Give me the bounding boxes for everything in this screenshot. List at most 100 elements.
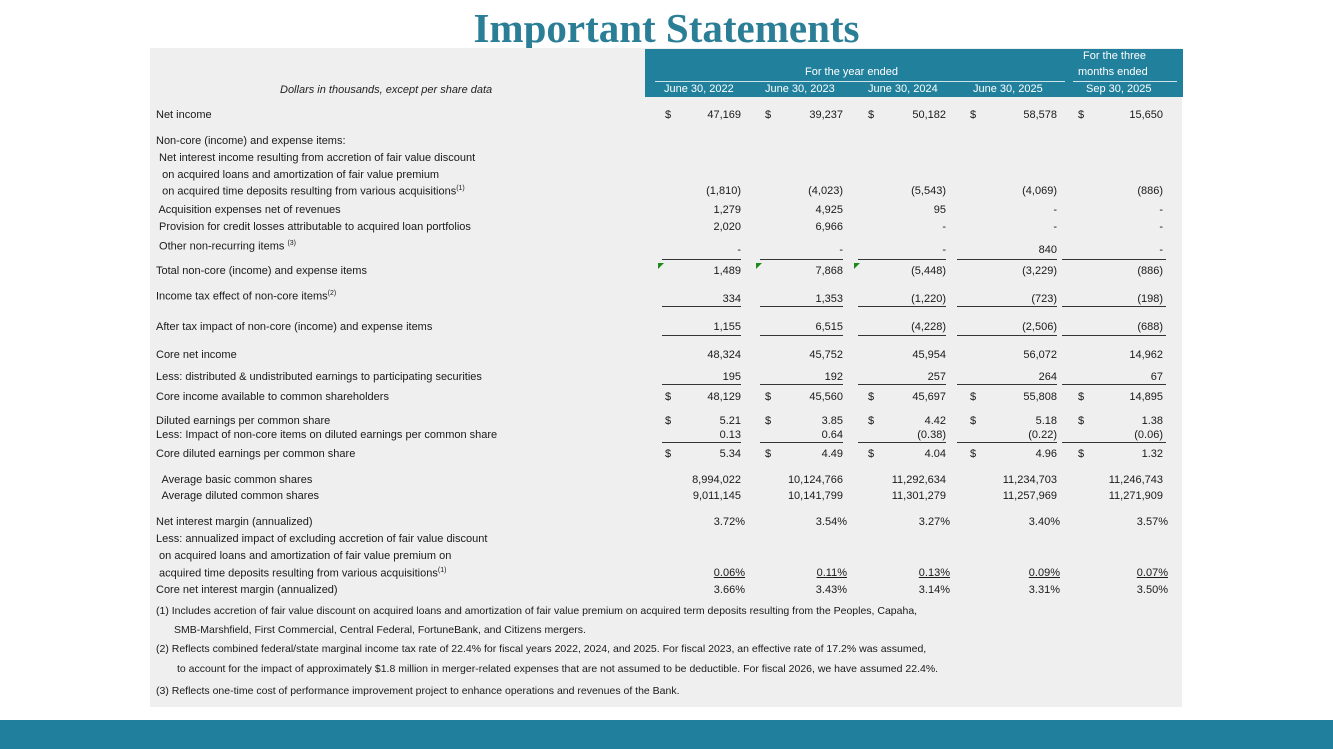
total-rule (1062, 442, 1166, 443)
table-cell: 11,301,279 (891, 490, 946, 502)
total-rule (1062, 259, 1166, 260)
table-cell: (0.22) (1028, 429, 1057, 441)
statement-table-panel (150, 48, 1182, 707)
table-cell: - (839, 244, 843, 256)
table-cell: (4,069) (1022, 185, 1057, 197)
table-cell: 3.27% (918, 516, 950, 528)
footnote: (3) Reflects one-time cost of performanc… (156, 685, 680, 697)
dollar-sign: $ (665, 415, 672, 427)
dollar-sign: $ (765, 109, 772, 121)
header-group-year: For the year ended (805, 66, 898, 78)
table-cell: 3.57% (1136, 516, 1168, 528)
row-label: on acquired time deposits resulting from… (156, 185, 465, 198)
row-label: Average basic common shares (156, 474, 313, 486)
table-cell: 5.18 (1035, 415, 1057, 427)
table-cell: 4,925 (815, 204, 843, 216)
dollar-sign: $ (1078, 109, 1085, 121)
row-label: Non-core (income) and expense items: (156, 135, 346, 147)
table-cell: 39,237 (809, 109, 843, 121)
table-cell: 0.13% (918, 567, 950, 579)
table-cell: 67 (1150, 371, 1163, 383)
table-cell: 11,246,743 (1108, 474, 1163, 486)
table-cell: 257 (927, 371, 946, 383)
total-rule (858, 259, 946, 260)
table-cell: - (942, 221, 946, 233)
total-rule (662, 306, 741, 307)
table-cell: 9,011,145 (692, 490, 741, 502)
total-rule (858, 335, 946, 336)
row-label: Net interest margin (annualized) (156, 516, 313, 528)
page-title: Important Statements (473, 5, 860, 48)
dollar-sign: $ (665, 109, 672, 121)
table-cell: 5.21 (719, 415, 741, 427)
total-rule (662, 384, 741, 385)
table-cell: - (1053, 204, 1057, 216)
table-cell: 4.04 (924, 448, 946, 460)
table-cell: 5.34 (719, 448, 741, 460)
table-cell: 45,954 (912, 349, 946, 361)
table-cell: 47,169 (707, 109, 741, 121)
table-cell: 195 (722, 371, 741, 383)
table-cell: 1,489 (713, 265, 741, 277)
total-rule (858, 442, 946, 443)
table-cell: 2,020 (713, 221, 741, 233)
table-header-band: For the year ended For the three months … (645, 49, 1183, 97)
table-cell: (886) (1137, 185, 1163, 197)
table-cell: 11,292,634 (891, 474, 946, 486)
dollar-sign: $ (1078, 448, 1085, 460)
units-note: Dollars in thousands, except per share d… (280, 84, 493, 96)
cell-error-marker-icon (756, 263, 762, 269)
table-cell: - (1159, 221, 1163, 233)
table-cell: 50,182 (912, 109, 946, 121)
table-cell: 3.31% (1028, 584, 1060, 596)
row-label: on acquired loans and amortization of fa… (156, 169, 440, 181)
row-label: Other non-recurring items (3) (156, 240, 296, 253)
total-rule (957, 335, 1057, 336)
table-cell: - (737, 244, 741, 256)
table-cell: 0.11% (816, 567, 847, 579)
row-label: Less: annualized impact of excluding acc… (156, 533, 488, 545)
table-cell: 0.07% (1136, 567, 1168, 579)
dollar-sign: $ (868, 109, 875, 121)
footnote: to account for the impact of approximate… (177, 663, 939, 675)
dollar-sign: $ (868, 391, 875, 403)
table-cell: 4.96 (1035, 448, 1057, 460)
table-cell: 10,141,799 (787, 490, 843, 502)
dollar-sign: $ (665, 391, 672, 403)
footer-band (0, 720, 1333, 749)
table-cell: (4,228) (911, 321, 946, 333)
table-cell: (886) (1137, 265, 1163, 277)
total-rule (760, 306, 843, 307)
table-cell: 334 (722, 293, 741, 305)
dollar-sign: $ (1078, 391, 1085, 403)
cell-error-marker-icon (658, 263, 664, 269)
table-cell: 15,650 (1129, 109, 1163, 121)
dollar-sign: $ (970, 415, 977, 427)
table-cell: 3.50% (1136, 584, 1168, 596)
table-cell: (0.06) (1134, 429, 1163, 441)
table-cell: 11,234,703 (1002, 474, 1057, 486)
row-label: Net income (156, 109, 212, 121)
row-label: Income tax effect of non-core items(2) (156, 290, 337, 303)
row-label: Acquisition expenses net of revenues (156, 204, 341, 216)
table-cell: (2,506) (1022, 321, 1057, 333)
table-cell: (723) (1031, 293, 1057, 305)
total-rule (858, 384, 946, 385)
row-label: on acquired loans and amortization of fa… (156, 550, 452, 562)
table-cell: 58,578 (1023, 109, 1057, 121)
dollar-sign: $ (665, 448, 672, 460)
dollar-sign: $ (765, 448, 772, 460)
table-cell: 192 (824, 371, 843, 383)
table-cell: 3.14% (918, 584, 950, 596)
table-cell: 3.72% (713, 516, 745, 528)
table-cell: 6,515 (815, 321, 843, 333)
dollar-sign: $ (970, 391, 977, 403)
table-cell: 0.06% (713, 567, 745, 579)
table-cell: 7,868 (815, 265, 843, 277)
table-cell: (5,543) (911, 185, 946, 197)
dollar-sign: $ (1078, 415, 1085, 427)
row-label: acquired time deposits resulting from va… (156, 567, 447, 580)
table-cell: 14,895 (1129, 391, 1163, 403)
table-cell: 4.42 (924, 415, 946, 427)
table-cell: - (1053, 221, 1057, 233)
